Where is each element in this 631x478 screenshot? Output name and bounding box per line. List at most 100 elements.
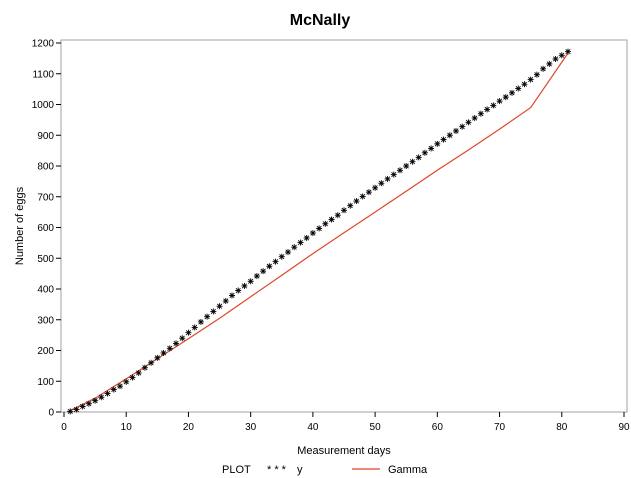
data-point-asterisk [440,136,447,143]
data-point-asterisk [421,149,428,156]
y-tick-label: 600 [37,223,54,234]
data-point-asterisk [148,359,155,366]
asterisk-stroke [129,374,136,381]
data-point-asterisk [509,89,515,96]
y-tick-label: 300 [37,315,54,326]
data-point-asterisk [166,345,173,352]
data-point-asterisk [104,390,111,397]
data-point-asterisk [378,180,385,187]
asterisk-stroke [111,386,117,393]
asterisk-stroke [198,319,204,325]
asterisk-stroke [360,193,366,200]
y-tick-label: 900 [37,131,54,142]
x-tick-label: 50 [370,422,382,433]
asterisk-stroke [104,390,111,397]
data-point-asterisk [67,408,74,415]
data-point-asterisk [260,268,267,275]
data-point-asterisk [85,400,92,407]
data-point-asterisk [185,329,192,336]
data-point-asterisk [533,71,540,78]
asterisk-stroke [154,355,160,361]
asterisk-stroke [148,360,154,366]
asterisk-stroke [484,106,490,112]
data-point-asterisk [359,193,366,200]
x-tick-label: 40 [307,422,319,433]
asterisk-stroke [210,308,216,315]
data-point-asterisk [409,158,416,165]
asterisk-stroke [472,115,478,121]
data-point-asterisk [459,123,466,130]
asterisk-stroke [490,102,496,108]
asterisk-stroke [241,283,248,289]
data-point-asterisk [552,55,559,62]
data-point-asterisk [546,60,553,67]
x-axis-label: Measurement days [297,445,391,457]
asterisk-stroke [428,145,434,152]
data-point-asterisk [341,207,347,214]
asterisk-stroke [204,314,210,320]
asterisk-stroke [328,216,335,223]
asterisk-stroke [565,49,571,55]
asterisk-stroke [409,159,416,165]
asterisk-stroke [80,403,86,410]
data-point-asterisk [247,278,254,285]
asterisk-stroke [434,141,440,147]
data-point-asterisk [303,234,310,241]
data-point-asterisk [110,386,117,393]
asterisk-stroke [316,225,322,231]
asterisk-stroke [173,340,179,346]
data-point-asterisk [372,184,379,191]
data-point-asterisk [123,378,130,385]
data-point-asterisk [73,406,80,413]
data-point-asterisk [117,383,123,390]
data-point-asterisk [154,354,161,361]
asterisk-stroke [179,335,185,341]
y-tick-label: 700 [37,192,54,203]
data-point-asterisk [558,52,565,59]
asterisk-stroke [540,66,546,72]
asterisk-stroke [397,167,403,173]
asterisk-stroke [310,230,316,236]
asterisk-stroke [291,244,297,250]
asterisk-stroke [160,350,167,356]
asterisk-stroke [335,212,341,218]
data-point-asterisk [129,374,136,381]
data-point-asterisk [285,249,291,256]
data-point-asterisk [216,303,223,310]
data-point-asterisk [415,154,422,161]
y-tick-label: 500 [37,254,54,265]
asterisk-stroke [378,180,384,186]
asterisk-stroke [322,221,328,227]
data-point-asterisk [79,403,86,410]
data-point-asterisk [197,318,204,325]
x-tick-label: 80 [556,422,568,433]
y-tick-label: 400 [37,285,54,296]
asterisk-stroke [478,111,484,117]
x-axis: 0 10 20 30 40 50 60 70 80 90 [61,412,630,433]
y-axis-label: Number of eggs [14,186,26,265]
legend-label-y: y [297,464,303,476]
asterisk-stroke [86,401,92,407]
data-point-asterisk [160,349,167,356]
asterisk-stroke [459,124,465,130]
asterisk-stroke [465,119,472,125]
data-point-asterisk [397,167,403,174]
data-point-asterisk [496,98,503,105]
data-point-asterisk [403,163,410,169]
data-point-asterisk [141,364,148,371]
data-point-asterisk [365,189,372,196]
asterisk-stroke [372,185,378,191]
data-point-asterisk [446,132,453,139]
asterisk-stroke [272,259,279,265]
asterisk-stroke [167,345,173,351]
data-point-asterisk [540,65,547,72]
asterisk-stroke [279,254,285,260]
data-point-asterisk [241,282,248,289]
asterisk-stroke [552,56,559,62]
data-point-asterisk [316,225,323,232]
y-tick-label: 1200 [32,39,55,50]
y-tick-label: 800 [37,162,54,173]
asterisk-stroke [136,370,142,376]
asterisk-stroke [185,330,192,336]
data-point-asterisk [527,76,534,83]
